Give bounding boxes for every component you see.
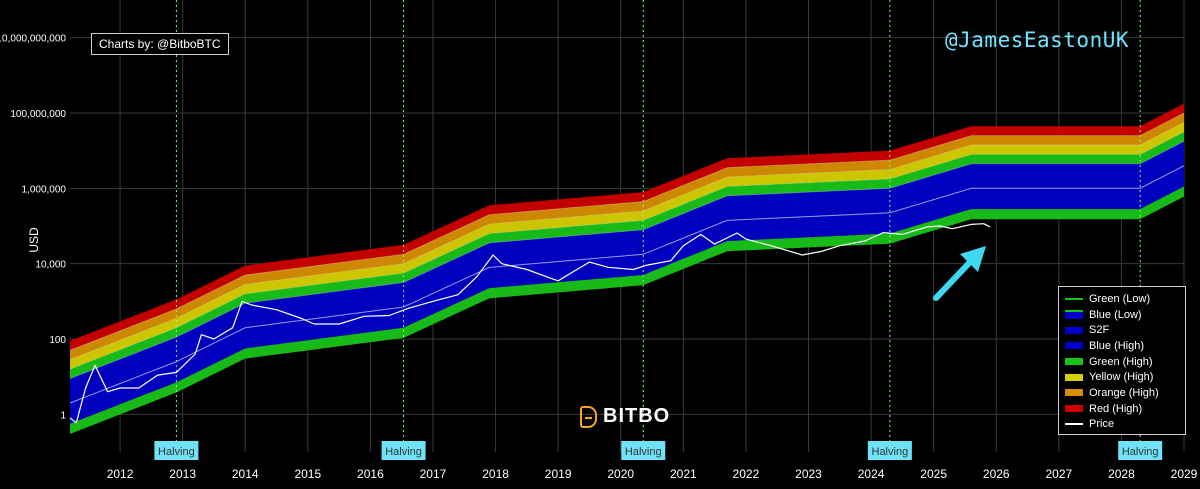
band-separator <box>69 131 1185 370</box>
legend-label: Green (Low) <box>1089 292 1151 305</box>
legend-label: Price <box>1089 418 1115 431</box>
band-blue-low <box>70 165 1184 424</box>
legend-item-green-high: Green (High) <box>1065 354 1185 370</box>
s2f-model-line <box>69 165 1185 404</box>
halving-label-box <box>381 441 426 460</box>
chart-legend: Green (Low) Blue (Low) S2F Blue (High) G… <box>1058 286 1186 435</box>
legend-item-red-high: Red (High) <box>1065 401 1185 417</box>
bitbo-logo-text: BITBO <box>603 405 671 427</box>
chart-credit: Charts by: @BitboBTC <box>91 33 229 55</box>
band-green-low <box>70 186 1184 434</box>
x-tick-label: 2026 <box>983 467 1010 481</box>
annotation-arrow <box>933 246 986 301</box>
x-tick-label: 2028 <box>1108 467 1135 481</box>
halving-labels: Halving Halving Halving Halving Halving <box>154 441 1163 460</box>
band-green-high <box>70 131 1184 379</box>
x-tick-label: 2029 <box>1171 467 1198 481</box>
x-tick-label: 2017 <box>420 467 447 481</box>
x-tick-label: 2015 <box>294 467 321 481</box>
legend-swatch <box>1065 342 1083 350</box>
y-axis-ticks: 1 100 10,000 1,000,000 100,000,000 10,000,000… <box>0 34 66 422</box>
y-axis-label: USD <box>27 227 41 253</box>
halving-label: Halving <box>385 446 422 458</box>
x-tick-label: 2025 <box>920 467 947 481</box>
arrow-head <box>960 246 986 272</box>
halving-label-box <box>867 441 912 460</box>
x-tick-label: 2019 <box>545 467 572 481</box>
halving-lines <box>175 0 1141 452</box>
x-tick-label: 2018 <box>482 467 509 481</box>
halving-label: Halving <box>872 446 909 458</box>
x-tick-label: 2024 <box>858 467 885 481</box>
band-orange-high <box>70 113 1184 360</box>
legend-label: Blue (Low) <box>1089 308 1142 321</box>
legend-label: Red (High) <box>1089 402 1143 415</box>
halving-label-box <box>621 441 666 460</box>
x-tick-label: 2013 <box>169 467 196 481</box>
legend-swatch <box>1065 389 1083 397</box>
band-red-high <box>70 103 1184 351</box>
legend-item-green-low: Green (Low) <box>1065 291 1185 307</box>
arrow-shaft <box>933 257 975 301</box>
x-tick-label: 2020 <box>607 467 634 481</box>
x-tick-label: 2012 <box>107 467 134 481</box>
legend-item-price: Price <box>1065 417 1185 433</box>
legend-item-blue-high: Blue (High) <box>1065 338 1185 354</box>
legend-item-yellow-high: Yellow (High) <box>1065 369 1185 385</box>
price-series <box>69 223 991 424</box>
x-tick-label: 2014 <box>232 467 259 481</box>
legend-label: Yellow (High) <box>1089 371 1154 384</box>
x-tick-label: 2023 <box>795 467 822 481</box>
halving-label-box <box>1118 441 1163 460</box>
legend-swatch <box>1065 310 1083 320</box>
y-tick-label: 1 <box>60 410 66 421</box>
legend-swatch <box>1065 358 1083 366</box>
legend-label: S2F <box>1089 324 1110 337</box>
legend-label: Green (High) <box>1089 355 1153 368</box>
legend-label: Blue (High) <box>1089 339 1145 352</box>
halving-label: Halving <box>625 446 662 458</box>
legend-item-orange-high: Orange (High) <box>1065 385 1185 401</box>
band-separator <box>69 112 1185 351</box>
legend-item-blue-low: Blue (Low) <box>1065 307 1185 323</box>
bitbo-logo: BITBO <box>580 405 670 428</box>
price-line <box>69 223 991 424</box>
band-separator <box>69 140 1185 379</box>
y-axis-label-group: USD <box>27 227 41 253</box>
legend-swatch <box>1065 297 1083 300</box>
legend-item-s2f: S2F <box>1065 322 1185 338</box>
author-handle: @JamesEastonUK <box>945 28 1130 52</box>
y-tick-label: 100,000,000 <box>10 109 66 120</box>
halving-label: Halving <box>158 446 195 458</box>
x-tick-label: 2021 <box>670 467 697 481</box>
x-tick-label: 2027 <box>1045 467 1072 481</box>
x-tick-label: 2022 <box>733 467 760 481</box>
legend-swatch <box>1065 373 1083 381</box>
band-yellow-high <box>70 122 1184 370</box>
bitbo-logo-icon <box>580 405 597 428</box>
y-tick-label: 10,000 <box>35 260 66 271</box>
band-separator <box>69 122 1185 361</box>
rainbow-bands <box>69 103 1185 434</box>
legend-swatch <box>1065 423 1083 426</box>
s2f-line <box>69 165 1185 404</box>
legend-swatch <box>1065 405 1083 413</box>
halving-label-box <box>154 441 199 460</box>
x-tick-label: 2016 <box>357 467 384 481</box>
y-tick-label: 100 <box>49 335 66 346</box>
y-tick-label: 10,000,000,000 <box>0 34 66 45</box>
x-axis-ticks: 2012 2013 2014 2015 2016 2017 2018 2019 2020 2021… <box>107 467 1198 481</box>
band-blue-high <box>70 141 1184 404</box>
y-tick-label: 1,000,000 <box>22 184 67 195</box>
legend-label: Orange (High) <box>1089 386 1159 399</box>
halving-label: Halving <box>1122 446 1159 458</box>
legend-swatch <box>1065 326 1083 334</box>
